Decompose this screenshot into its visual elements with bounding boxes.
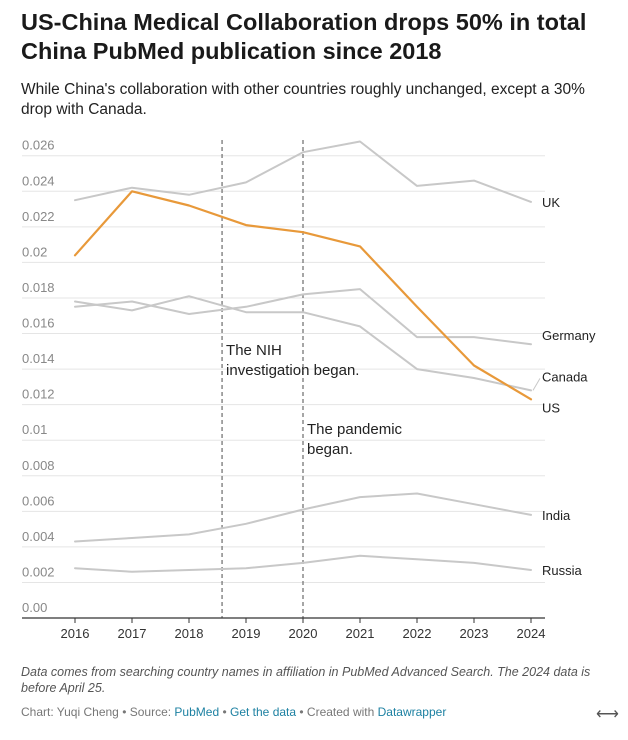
y-tick-label: 0.024 [22,173,55,188]
series-label-india: India [542,508,571,523]
annotation-text: began. [307,441,353,458]
chart-title: US-China Medical Collaboration drops 50%… [21,9,587,64]
chart-note: Data comes from searching country names … [21,665,591,695]
x-tick-label: 2016 [61,626,90,641]
series-line-us [73,190,533,401]
y-tick-label: 0.006 [22,493,55,508]
annotation-lines [221,140,304,618]
x-tick-label: 2020 [289,626,318,641]
series-line-canada [74,295,532,392]
y-tick-label: 0.012 [22,387,55,402]
x-tick-label: 2021 [346,626,375,641]
expand-icon[interactable]: ⟷ [596,706,619,723]
grid-lines [22,155,545,583]
footer-separator: • Created with [296,705,378,719]
series-line-uk [74,140,532,203]
series-label-russia: Russia [542,563,583,578]
x-axis: 2016 2017 2018 2019 2020 2021 2022 2023 2024 [22,617,546,641]
canada-leader-line [532,378,541,391]
y-tick-label: 0.016 [22,316,55,331]
datawrapper-link[interactable]: Datawrapper [377,705,447,719]
y-tick-label: 0.018 [22,280,55,295]
series-label-us: US [542,400,560,415]
annotation-text: The NIH [226,342,282,359]
y-tick-label: 0.022 [22,209,55,224]
chart-subtitle: While China's collaboration with other c… [21,81,585,118]
get-data-link[interactable]: Get the data [230,705,297,719]
y-axis-ticks: 0.00 0.002 0.004 0.006 0.008 0.01 0.012 0.014 0.… [22,138,55,615]
y-tick-label: 0.026 [22,138,55,153]
x-tick-label: 2019 [232,626,261,641]
series-label-uk: UK [542,195,560,210]
series-labels: UK Germany Canada India Russia US [532,195,596,578]
y-tick-label: 0.01 [22,422,47,437]
series-line-russia [74,554,532,573]
y-tick-label: 0.002 [22,564,55,579]
y-tick-label: 0.02 [22,244,47,259]
x-tick-label: 2017 [118,626,147,641]
footer-separator: • Source: [118,705,175,719]
chart-footer: Chart: Yuqi Cheng • Source: PubMed • Get… [21,704,446,720]
x-tick-label: 2022 [403,626,432,641]
series-label-germany: Germany [542,328,596,343]
annotation-texts: The NIH investigation began. The pandemic b… [226,342,402,458]
x-tick-label: 2023 [460,626,489,641]
line-chart: 0.00 0.002 0.004 0.006 0.008 0.01 0.012 0.014 0.… [22,138,596,641]
footer-author: Chart: Yuqi Cheng [21,705,119,719]
y-tick-label: 0.008 [22,458,55,473]
source-link[interactable]: PubMed [174,705,220,719]
y-tick-label: 0.00 [22,600,47,615]
series-lines [73,140,533,573]
series-line-india [74,492,532,543]
series-label-canada: Canada [542,369,588,384]
y-tick-label: 0.014 [22,351,55,366]
annotation-text: The pandemic [307,421,403,438]
x-tick-label: 2018 [175,626,204,641]
x-tick-label: 2024 [517,626,546,641]
y-tick-label: 0.004 [22,529,55,544]
footer-separator: • [219,705,230,719]
annotation-text: investigation began. [226,362,359,379]
